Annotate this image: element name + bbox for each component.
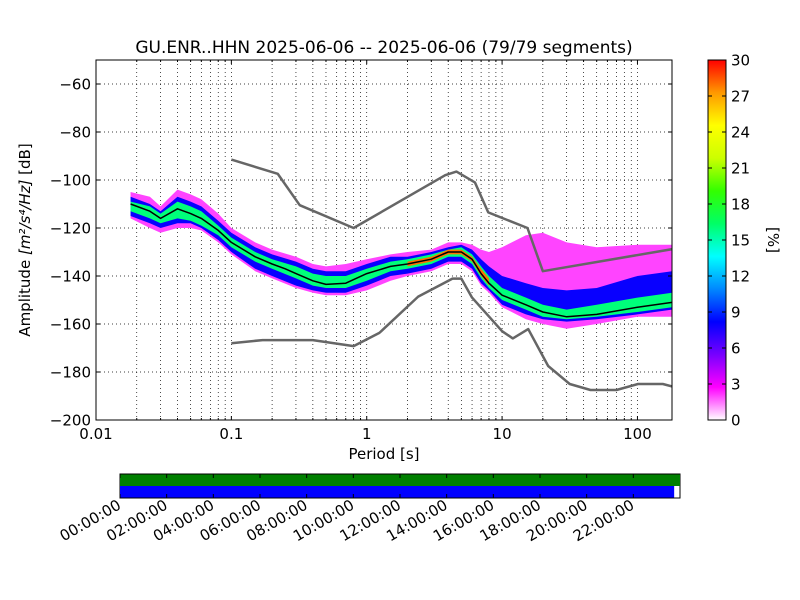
y-tick-label: −60 xyxy=(59,76,91,94)
x-tick-label: 100 xyxy=(623,425,652,443)
colorbar-tick-label: 21 xyxy=(731,160,750,178)
y-axis-label-suffix: [dB] xyxy=(16,143,34,175)
coverage-tracks xyxy=(120,474,680,498)
axis-ticks: −200 −180 −160 −140 −120 −100 −80 −60 0.01 0.1 1 10… xyxy=(50,60,672,443)
coverage-panel: 00:00:0002:00:0004:00:0006:00:0008:00:00… xyxy=(57,473,681,545)
y-axis-label: Amplitude [m²/s⁴/Hz] [dB] xyxy=(16,143,34,336)
colorbar-ticks: 0 3 6 9 12 15 18 21 24 27 30 xyxy=(708,52,750,430)
density-heatmap xyxy=(130,189,672,329)
y-tick-label: −120 xyxy=(50,220,91,238)
coverage-track xyxy=(120,474,680,486)
grid xyxy=(96,60,672,420)
chart-title: GU.ENR..HHN 2025-06-06 -- 2025-06-06 (79… xyxy=(135,38,632,58)
x-tick-label: 1 xyxy=(362,425,372,443)
y-tick-label: −180 xyxy=(50,364,91,382)
y-axis-label-units: [m²/s⁴/Hz] xyxy=(16,179,34,255)
series-line-nhnm xyxy=(230,158,672,273)
colorbar-label: [%] xyxy=(764,227,782,253)
series-line-median xyxy=(130,203,672,318)
y-tick-label: −200 xyxy=(50,412,91,430)
y-tick-label: −80 xyxy=(59,124,91,142)
colorbar: 0 3 6 9 12 15 18 21 24 27 30 [%] xyxy=(707,52,782,430)
x-tick-label: 0.01 xyxy=(79,425,112,443)
colorbar-tick-label: 6 xyxy=(731,340,741,358)
colorbar-tick-label: 27 xyxy=(731,88,750,106)
colorbar-tick-label: 9 xyxy=(731,304,741,322)
y-tick-label: −140 xyxy=(50,268,91,286)
colorbar-tick-label: 3 xyxy=(731,376,741,394)
plot-frame xyxy=(95,59,673,421)
colorbar-tick-label: 12 xyxy=(731,268,750,286)
density-band xyxy=(130,201,672,320)
reference-lines xyxy=(130,158,672,392)
colorbar-tick-label: 15 xyxy=(731,232,750,250)
colorbar-tick-label: 30 xyxy=(731,52,750,70)
x-tick-label: 0.1 xyxy=(219,425,243,443)
density-band xyxy=(130,196,672,322)
y-tick-label: −100 xyxy=(50,172,91,190)
x-axis-label: Period [s] xyxy=(348,445,419,463)
density-band xyxy=(407,249,489,286)
colorbar-tick-label: 18 xyxy=(731,196,750,214)
y-tick-label: −160 xyxy=(50,316,91,334)
series-line-nlnm xyxy=(231,277,672,392)
coverage-track xyxy=(120,486,675,498)
x-tick-label: 10 xyxy=(493,425,512,443)
colorbar-tick-label: 0 xyxy=(731,412,741,430)
colorbar-tick-label: 24 xyxy=(731,124,750,142)
y-axis-label-prefix: Amplitude xyxy=(16,260,34,337)
